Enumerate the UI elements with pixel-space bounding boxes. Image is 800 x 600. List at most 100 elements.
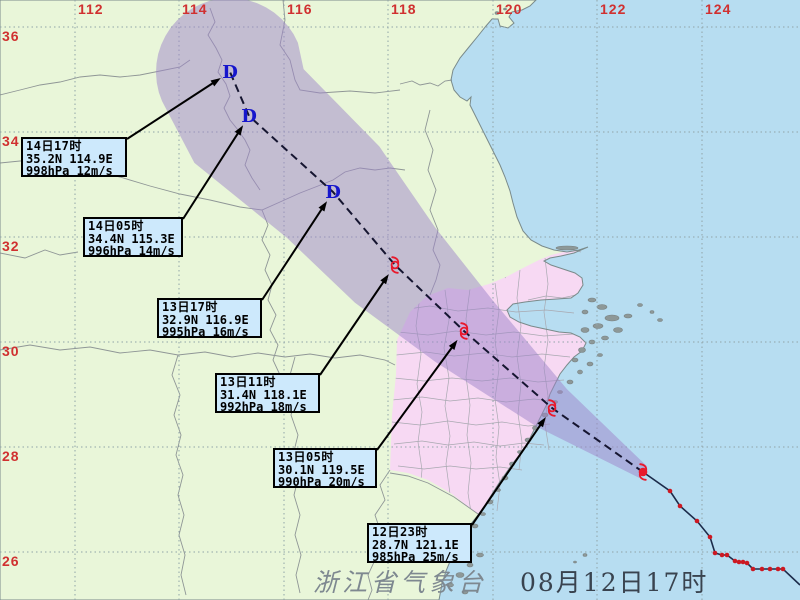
forecast-info-line: 35.2N 114.9E	[26, 151, 113, 166]
forecast-typhoon-symbol	[459, 322, 469, 340]
forecast-cone	[156, 0, 647, 478]
past-position-dot	[767, 566, 773, 572]
island	[596, 304, 608, 310]
past-position-dot	[744, 560, 750, 566]
island	[571, 357, 579, 363]
longitude-label: 114	[182, 1, 208, 17]
island	[604, 314, 620, 322]
province-border	[171, 354, 187, 596]
leader-arrowhead	[210, 78, 221, 87]
forecast-typhoon-symbol	[547, 399, 557, 417]
island	[613, 327, 623, 333]
forecast-info-line: 28.7N 121.1E	[372, 537, 459, 552]
island	[476, 552, 484, 558]
forecast-info-line: 990hPa 20m/s	[278, 475, 365, 489]
longitude-label: 118	[391, 1, 417, 17]
longitude-label: 122	[600, 1, 627, 17]
forecast-info-line: 995hPa 16m/s	[162, 325, 249, 339]
past-position-dot	[775, 566, 781, 572]
past-position-dot	[724, 552, 730, 558]
leader-arrow	[261, 205, 325, 301]
province-border	[389, 472, 479, 515]
leader-arrowhead	[448, 339, 458, 350]
forecast-info-line: 32.9N 116.9E	[162, 312, 249, 327]
island	[637, 303, 643, 307]
past-position-dot	[740, 559, 746, 565]
island	[582, 553, 588, 557]
latitude-label: 36	[2, 28, 20, 44]
leader-arrow	[471, 421, 544, 526]
forecast-info-line: 30.1N 119.5E	[278, 462, 365, 477]
longitude-label: 124	[705, 1, 732, 17]
island	[601, 335, 609, 341]
latitude-label: 34	[2, 133, 20, 149]
leader-arrowhead	[537, 417, 546, 428]
past-position-dot	[780, 566, 786, 572]
island	[555, 245, 579, 251]
forecast-info-box: 14日17时 35.2N 114.9E 998hPa 12m/s	[21, 137, 127, 177]
past-position-dot	[667, 488, 673, 494]
depression-symbol: D	[241, 106, 257, 127]
past-position-dot	[750, 566, 756, 572]
island	[657, 318, 663, 322]
forecast-info-line: 13日05时	[278, 450, 334, 464]
leader-arrow	[376, 344, 455, 451]
past-position-dot	[719, 552, 725, 558]
island	[466, 562, 474, 568]
longitude-label: 116	[287, 1, 313, 17]
island	[580, 327, 590, 333]
latitude-label: 28	[2, 448, 20, 464]
island	[461, 589, 469, 595]
forecast-info-box: 13日05时 30.1N 119.5E 990hPa 20m/s	[273, 448, 377, 488]
island	[649, 310, 655, 314]
forecast-info-line: 13日17时	[162, 300, 218, 314]
forecast-info-box: 13日17时 32.9N 116.9E 995hPa 16m/s	[157, 298, 262, 338]
island	[597, 353, 603, 357]
forecast-info-box: 14日05时 34.4N 115.3E 996hPa 14m/s	[83, 217, 183, 257]
island	[455, 572, 465, 578]
forecast-info-line: 31.4N 118.1E	[220, 387, 307, 402]
longitude-label: 112	[78, 1, 104, 17]
past-position-dot	[732, 558, 738, 564]
island	[494, 11, 500, 15]
forecast-info-box: 13日11时 31.4N 118.1E 992hPa 18m/s	[215, 373, 320, 413]
current-typhoon-symbol	[638, 463, 648, 481]
forecast-info-line: 985hPa 25m/s	[372, 550, 459, 564]
island	[503, 7, 507, 11]
island	[581, 309, 589, 315]
past-position-dot	[677, 503, 683, 509]
forecast-info-line: 12日23时	[372, 525, 428, 539]
island	[587, 297, 597, 303]
forecast-track-line	[229, 71, 644, 473]
island	[577, 369, 583, 375]
province-border	[0, 344, 396, 366]
longitude-label: 120	[496, 1, 523, 17]
island	[566, 379, 574, 385]
forecast-info-line: 14日17时	[26, 139, 82, 153]
leader-arrow	[182, 129, 241, 220]
latitude-label: 30	[2, 343, 20, 359]
leader-arrowhead	[234, 125, 244, 136]
island	[623, 313, 633, 319]
forecast-info-line: 14日05时	[88, 219, 144, 233]
forecast-info-line: 998hPa 12m/s	[26, 164, 113, 178]
island	[471, 523, 479, 529]
island	[573, 560, 577, 564]
island	[446, 582, 454, 588]
forecast-info-line: 996hPa 14m/s	[88, 244, 175, 258]
past-position-dot	[712, 550, 718, 556]
latitude-label: 32	[2, 238, 20, 254]
province-border	[0, 249, 79, 259]
past-position-dot	[694, 518, 700, 524]
island	[578, 347, 586, 353]
forecast-info-line: 13日11时	[220, 375, 276, 389]
latitude-label: 26	[2, 553, 20, 569]
past-position-dot	[736, 559, 742, 565]
coastline	[0, 0, 589, 600]
leader-arrowhead	[380, 274, 389, 285]
forecast-info-line: 34.4N 115.3E	[88, 231, 175, 246]
past-position-dot	[707, 534, 713, 540]
province-border	[261, 209, 281, 376]
forecast-info-line: 992hPa 18m/s	[220, 400, 307, 414]
